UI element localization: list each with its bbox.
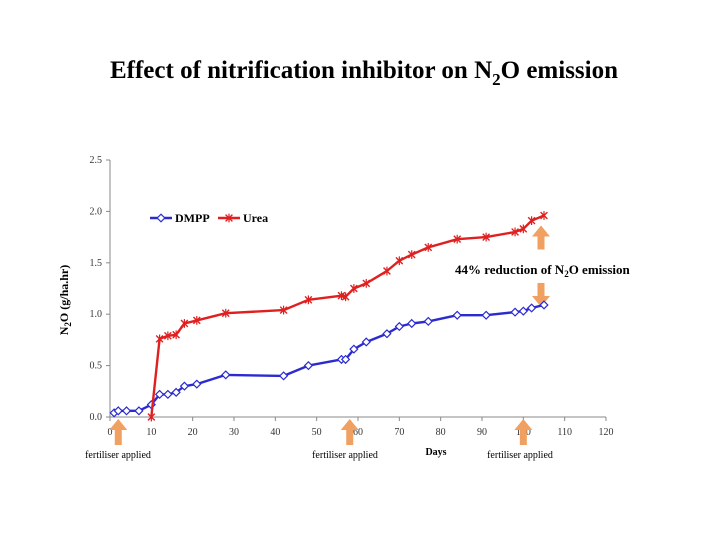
data-point-dmpp xyxy=(278,371,289,381)
data-point-urea xyxy=(221,308,230,318)
data-point-urea xyxy=(511,227,519,237)
data-point-dmpp xyxy=(394,321,404,332)
reduction-arrow-down xyxy=(532,282,550,307)
data-point-dmpp xyxy=(423,316,433,327)
legend-label-dmpp: DMPP xyxy=(175,211,210,225)
data-point-urea xyxy=(155,334,164,344)
data-point-urea xyxy=(395,256,404,266)
x-tick-label: 0 xyxy=(108,427,113,438)
x-tick-label: 20 xyxy=(188,427,198,438)
data-point-urea xyxy=(482,232,491,242)
arrow-shaft xyxy=(114,429,122,445)
x-tick-label: 50 xyxy=(312,427,322,438)
x-axis-label: Days xyxy=(425,447,446,458)
data-point-dmpp xyxy=(192,379,202,389)
series-line-dmpp xyxy=(113,303,545,414)
x-tick-label: 40 xyxy=(270,427,280,438)
series-urea xyxy=(147,211,548,422)
data-point-dmpp xyxy=(134,406,144,416)
legend-label-urea: Urea xyxy=(243,211,268,225)
data-point-dmpp xyxy=(452,310,462,320)
data-point-dmpp xyxy=(481,310,491,320)
fertiliser-label: fertiliser applied xyxy=(85,450,151,461)
arrow-shaft xyxy=(537,282,545,297)
data-point-dmpp xyxy=(518,306,528,316)
data-point-urea xyxy=(349,284,358,293)
data-point-dmpp xyxy=(510,307,520,317)
data-point-dmpp xyxy=(526,303,537,313)
data-point-dmpp xyxy=(221,370,231,380)
y-tick-label: 1.0 xyxy=(90,309,103,320)
data-point-urea xyxy=(163,331,172,341)
data-point-dmpp xyxy=(382,329,392,339)
data-point-dmpp xyxy=(349,344,359,354)
data-point-dmpp xyxy=(113,406,123,416)
data-point-urea xyxy=(147,412,156,422)
arrow-head xyxy=(109,419,128,430)
arrow-head xyxy=(532,295,550,307)
arrow-shaft xyxy=(346,429,354,445)
y-tick-label: 0.5 xyxy=(90,361,103,372)
data-point-urea xyxy=(341,292,350,302)
y-tick-label: 2.0 xyxy=(90,206,103,217)
x-tick-label: 80 xyxy=(436,427,446,438)
slide-title: Effect of nitrification inhibitor on N2O… xyxy=(110,57,618,89)
data-point-dmpp xyxy=(179,381,190,391)
arrows-group: fertiliser applied fertiliser applied fert… xyxy=(85,225,553,461)
fertiliser-arrow xyxy=(340,419,359,445)
data-point-urea xyxy=(519,224,528,234)
reduction-annotation: 44% reduction of N2O emission xyxy=(455,262,630,279)
arrow-head xyxy=(340,419,359,430)
legend-marker-dmpp xyxy=(156,213,166,223)
data-point-urea xyxy=(304,295,313,305)
x-tick-label: 30 xyxy=(229,427,239,438)
data-point-dmpp xyxy=(361,337,371,347)
data-point-urea xyxy=(383,266,391,276)
legend-marker-urea xyxy=(225,213,233,223)
data-point-urea xyxy=(180,319,189,328)
data-point-dmpp xyxy=(303,360,314,371)
data-point-urea xyxy=(424,242,433,252)
y-tick-label: 2.5 xyxy=(90,155,103,166)
data-point-urea xyxy=(172,330,181,340)
fertiliser-arrow xyxy=(109,419,128,445)
series-group xyxy=(109,211,549,422)
data-point-dmpp xyxy=(407,318,417,329)
data-point-dmpp xyxy=(340,354,351,365)
x-tick-label: 70 xyxy=(394,427,404,438)
x-tick-label: 120 xyxy=(599,427,614,438)
data-point-dmpp xyxy=(121,406,132,416)
y-tick-label: 0.0 xyxy=(90,412,103,423)
x-tick-label: 110 xyxy=(557,427,572,438)
arrow-shaft xyxy=(537,235,545,250)
data-point-urea xyxy=(279,305,288,315)
data-point-urea xyxy=(453,234,462,244)
data-point-urea xyxy=(527,216,536,226)
series-dmpp xyxy=(109,300,549,418)
data-point-urea xyxy=(362,278,371,288)
x-tick-label: 10 xyxy=(146,427,156,438)
arrow-head xyxy=(514,419,533,430)
data-point-urea xyxy=(192,315,201,325)
y-tick-label: 1.5 xyxy=(90,258,103,269)
reduction-arrow-up xyxy=(532,225,550,250)
fertiliser-label: fertiliser applied xyxy=(312,450,378,461)
data-point-dmpp xyxy=(539,300,549,310)
fertiliser-arrow xyxy=(514,419,533,445)
data-point-dmpp xyxy=(154,389,165,400)
arrow-head xyxy=(532,225,550,237)
fertiliser-label: fertiliser applied xyxy=(487,450,553,461)
x-tick-label: 60 xyxy=(353,427,363,438)
arrow-shaft xyxy=(519,429,527,445)
x-tick-label: 90 xyxy=(477,427,487,438)
data-point-dmpp xyxy=(163,389,173,400)
legend: DMPP Urea xyxy=(150,211,268,225)
data-point-urea xyxy=(407,250,416,259)
y-axis-label: N2O (g/ha.hr) xyxy=(57,265,73,336)
data-point-dmpp xyxy=(171,387,181,397)
data-point-urea xyxy=(540,211,548,220)
